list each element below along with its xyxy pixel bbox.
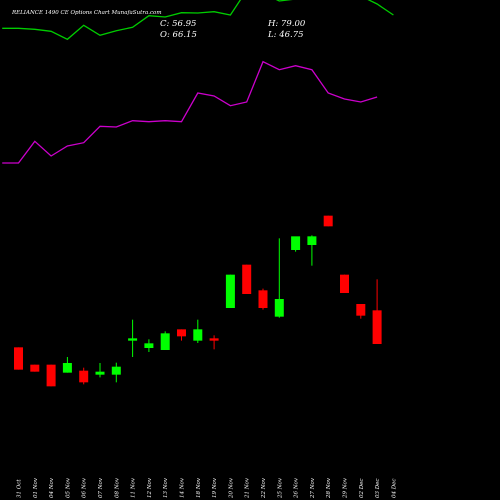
- candle: [307, 235, 317, 266]
- candle: [160, 331, 170, 350]
- candle-body: [95, 371, 105, 375]
- candle: [193, 319, 203, 343]
- candle: [372, 279, 382, 344]
- x-tick-label: 22 Nov: [261, 477, 267, 499]
- x-tick-label: 03 Dec: [375, 479, 381, 499]
- x-tick-label: 04 Dec: [391, 479, 397, 499]
- candle-body: [242, 264, 252, 294]
- candles-layer: [14, 215, 382, 387]
- x-tick-label: 05 Nov: [65, 477, 71, 498]
- candle: [225, 274, 235, 308]
- x-tick-label: 02 Dec: [359, 479, 365, 499]
- x-axis-labels: 31 Oct 01 Nov 04 Nov 05 Nov 06 Nov 07 Nov 08 N…: [17, 477, 398, 499]
- candle-body: [111, 366, 121, 375]
- candle: [209, 335, 219, 350]
- candle-body: [160, 333, 170, 350]
- candle: [14, 347, 23, 370]
- candle: [340, 274, 349, 293]
- candle-body: [128, 338, 138, 341]
- candle: [111, 362, 121, 383]
- candle-body: [225, 274, 235, 308]
- open-value: O: 66.15: [160, 30, 197, 40]
- high-value: H: 79.00: [267, 19, 306, 29]
- candle: [356, 304, 366, 319]
- candle: [177, 329, 186, 341]
- candle-body: [14, 347, 23, 370]
- candle-body: [177, 329, 186, 337]
- x-tick-label: 27 Nov: [310, 477, 316, 499]
- x-tick-label: 29 Nov: [343, 477, 349, 499]
- candle-body: [79, 370, 89, 383]
- candle: [291, 236, 301, 252]
- x-tick-label: 31 Oct: [17, 479, 23, 498]
- x-tick-label: 11 Nov: [131, 477, 137, 498]
- x-tick-label: 21 Nov: [245, 477, 251, 499]
- candle: [144, 339, 154, 352]
- candle-body: [258, 290, 268, 308]
- x-tick-label: 01 Nov: [33, 477, 39, 498]
- candle-body: [307, 236, 317, 245]
- lower-band-line: [2, 60, 378, 164]
- candle-body: [144, 343, 154, 348]
- x-tick-label: 18 Nov: [196, 477, 202, 498]
- candle-body: [356, 304, 366, 316]
- x-tick-label: 26 Nov: [294, 477, 300, 499]
- x-tick-label: 12 Nov: [147, 477, 153, 498]
- low-value: L: 46.75: [267, 30, 304, 40]
- candle-body: [372, 310, 382, 344]
- x-tick-label: 06 Nov: [82, 477, 88, 498]
- candle: [258, 288, 268, 310]
- x-tick-label: 19 Nov: [212, 477, 218, 498]
- x-tick-label: 20 Nov: [228, 477, 234, 499]
- x-tick-label: 14 Nov: [180, 477, 186, 498]
- candle-body: [46, 364, 56, 387]
- close-value: C: 56.95: [160, 19, 196, 29]
- chart-title: RELIANCE 1490 CE Options Chart MunafaSut…: [11, 10, 162, 16]
- x-tick-label: 08 Nov: [114, 477, 120, 498]
- candle-body: [62, 363, 72, 373]
- candle-body: [30, 364, 40, 372]
- candle-body: [323, 215, 333, 227]
- candle-body: [274, 299, 284, 317]
- x-tick-label: 07 Nov: [98, 477, 104, 498]
- x-tick-label: 28 Nov: [326, 477, 332, 499]
- candle: [62, 357, 72, 373]
- candle: [274, 238, 284, 318]
- x-tick-label: 13 Nov: [163, 477, 169, 498]
- candle: [79, 367, 89, 385]
- candle: [30, 364, 40, 372]
- candle: [128, 319, 138, 357]
- candle: [95, 363, 105, 378]
- candle: [323, 215, 333, 227]
- x-tick-label: 25 Nov: [277, 477, 283, 499]
- candle-body: [291, 236, 301, 250]
- upper-band-line: [2, 0, 394, 41]
- candle-body: [193, 329, 203, 341]
- candle-body: [340, 274, 349, 293]
- candle: [242, 264, 252, 294]
- candle: [46, 364, 56, 387]
- candle-body: [209, 338, 219, 341]
- x-tick-label: 04 Nov: [49, 477, 55, 498]
